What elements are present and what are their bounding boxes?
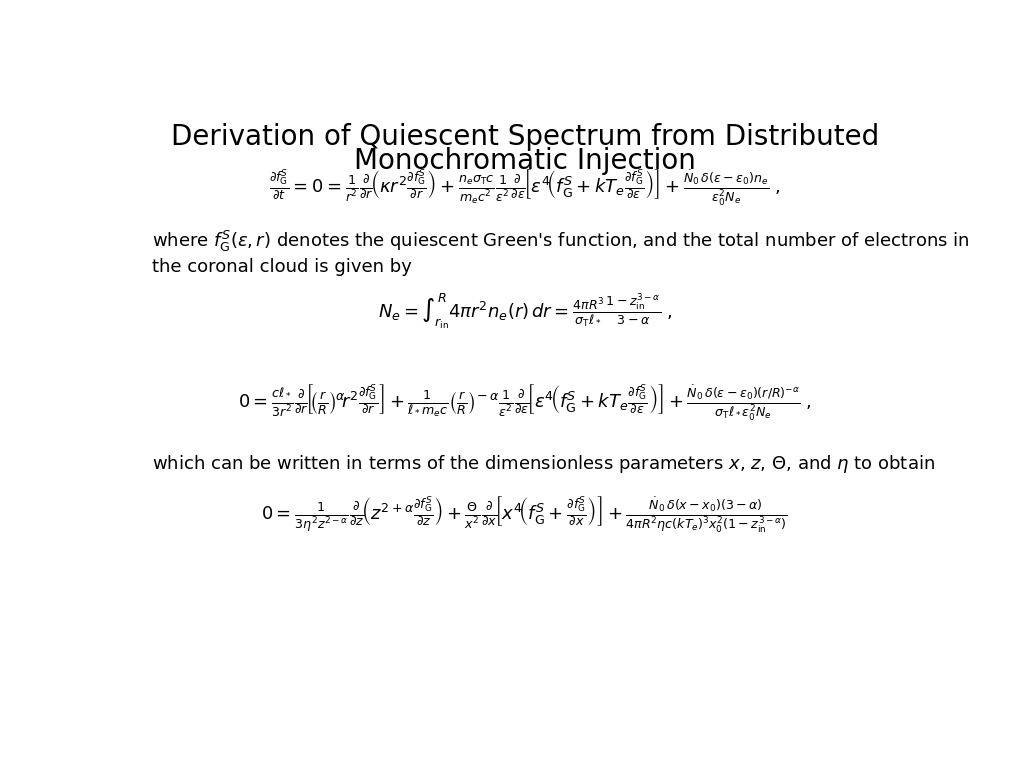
Text: where $f^S_{\mathrm{G}}(\epsilon,r)$ denotes the quiescent Green's function, and: where $f^S_{\mathrm{G}}(\epsilon,r)$ den… [152, 229, 970, 253]
Text: $0 = \frac{c\ell_*}{3r^2}\frac{\partial}{\partial r}\!\left[\!\left(\frac{r}{R}\: $0 = \frac{c\ell_*}{3r^2}\frac{\partial}… [238, 382, 812, 422]
Text: Derivation of Quiescent Spectrum from Distributed: Derivation of Quiescent Spectrum from Di… [171, 123, 879, 151]
Text: $N_e = \int_{r_{\mathrm{in}}}^{R} 4\pi r^2 n_e(r)\,dr = \frac{4\pi R^3}{\sigma_{: $N_e = \int_{r_{\mathrm{in}}}^{R} 4\pi r… [378, 291, 672, 330]
Text: which can be written in terms of the dimensionless parameters $x$, $z$, $\Theta$: which can be written in terms of the dim… [152, 452, 935, 475]
Text: $\frac{\partial f^S_{\mathrm{G}}}{\partial t} = 0 = \frac{1}{r^2}\frac{\partial}: $\frac{\partial f^S_{\mathrm{G}}}{\parti… [269, 168, 780, 208]
Text: $0 = \frac{1}{3\eta^2 z^{2-\alpha}}\frac{\partial}{\partial z}\!\left(z^{2+\alph: $0 = \frac{1}{3\eta^2 z^{2-\alpha}}\frac… [261, 495, 788, 535]
Text: the coronal cloud is given by: the coronal cloud is given by [152, 257, 412, 276]
Text: Monochromatic Injection: Monochromatic Injection [354, 147, 695, 174]
